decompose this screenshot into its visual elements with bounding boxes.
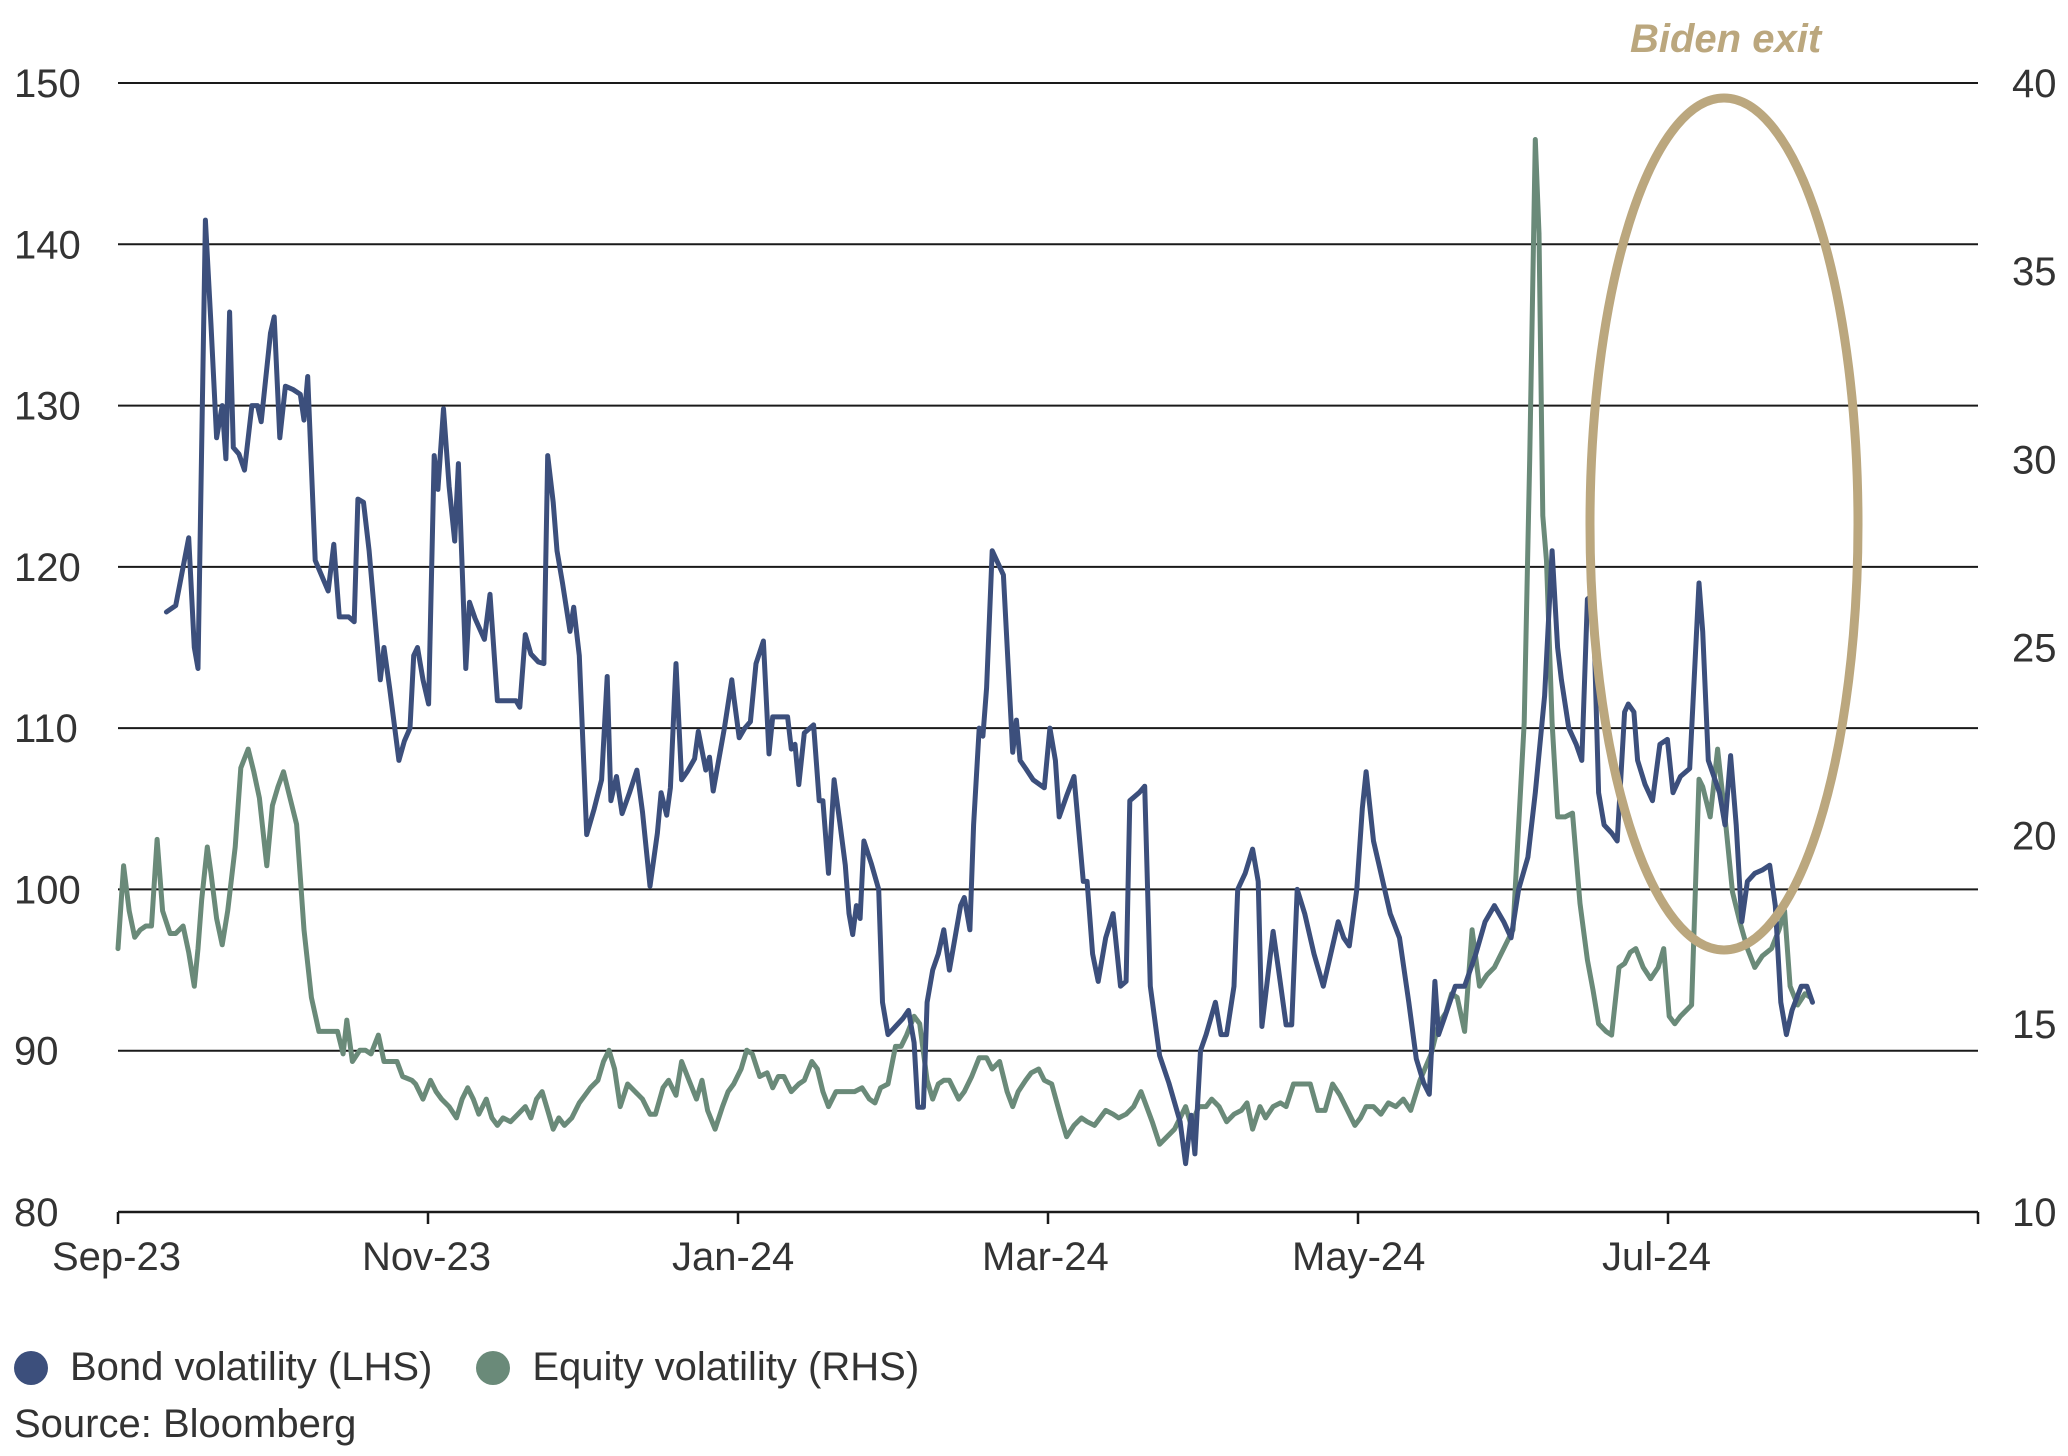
legend-label-bond: Bond volatility (LHS) xyxy=(70,1345,433,1389)
y-right-tick-label: 15 xyxy=(2012,1003,2057,1047)
y-right-tick-label: 10 xyxy=(2012,1191,2057,1235)
legend-item-bond: Bond volatility (LHS) xyxy=(14,1345,432,1390)
y-right-tick-label: 30 xyxy=(2012,438,2057,482)
equity-volatility-line xyxy=(115,137,1814,1147)
annotation-label: Biden exit xyxy=(1630,17,1823,61)
y-axis-right: 40 35 30 25 20 15 10 xyxy=(2012,62,2057,1235)
y-left-tick-label: 140 xyxy=(14,223,81,267)
series-group xyxy=(115,137,1815,1167)
bond-volatility-line xyxy=(163,217,1815,1167)
legend-label-equity: Equity volatility (RHS) xyxy=(532,1345,920,1389)
x-tick-label: Mar-24 xyxy=(982,1235,1109,1279)
x-tick-label: Jan-24 xyxy=(672,1235,794,1279)
x-tick-label: May-24 xyxy=(1292,1235,1425,1279)
y-left-tick-label: 130 xyxy=(14,385,81,429)
y-right-tick-label: 35 xyxy=(2012,250,2057,294)
x-tick-label: Sep-23 xyxy=(52,1235,181,1279)
y-right-tick-label: 40 xyxy=(2012,62,2057,106)
gridlines xyxy=(118,82,1978,1052)
x-tick-label: Jul-24 xyxy=(1602,1235,1711,1279)
legend: Bond volatility (LHS) Equity volatility … xyxy=(14,1345,963,1390)
y-left-tick-label: 150 xyxy=(14,62,81,106)
y-left-tick-label: 100 xyxy=(14,868,81,912)
legend-dot-bond xyxy=(14,1350,48,1385)
legend-dot-equity xyxy=(476,1350,511,1385)
legend-item-equity: Equity volatility (RHS) xyxy=(476,1345,919,1390)
annotation-group: Biden exit xyxy=(1585,17,1863,955)
x-tick-label: Nov-23 xyxy=(362,1235,491,1279)
source-note: Source: Bloomberg xyxy=(14,1402,357,1446)
x-axis: Sep-23 Nov-23 Jan-24 Mar-24 May-24 Jul-24 xyxy=(52,1210,1980,1279)
y-right-tick-label: 25 xyxy=(2012,627,2057,671)
y-axis-left: 150 140 130 120 110 100 90 80 xyxy=(14,62,81,1235)
y-left-tick-label: 120 xyxy=(14,546,81,590)
y-left-tick-label: 80 xyxy=(14,1191,59,1235)
y-right-tick-label: 20 xyxy=(2012,815,2057,859)
y-left-tick-label: 90 xyxy=(14,1030,59,1074)
annotation-ellipse xyxy=(1585,93,1863,955)
y-left-tick-label: 110 xyxy=(14,707,78,751)
